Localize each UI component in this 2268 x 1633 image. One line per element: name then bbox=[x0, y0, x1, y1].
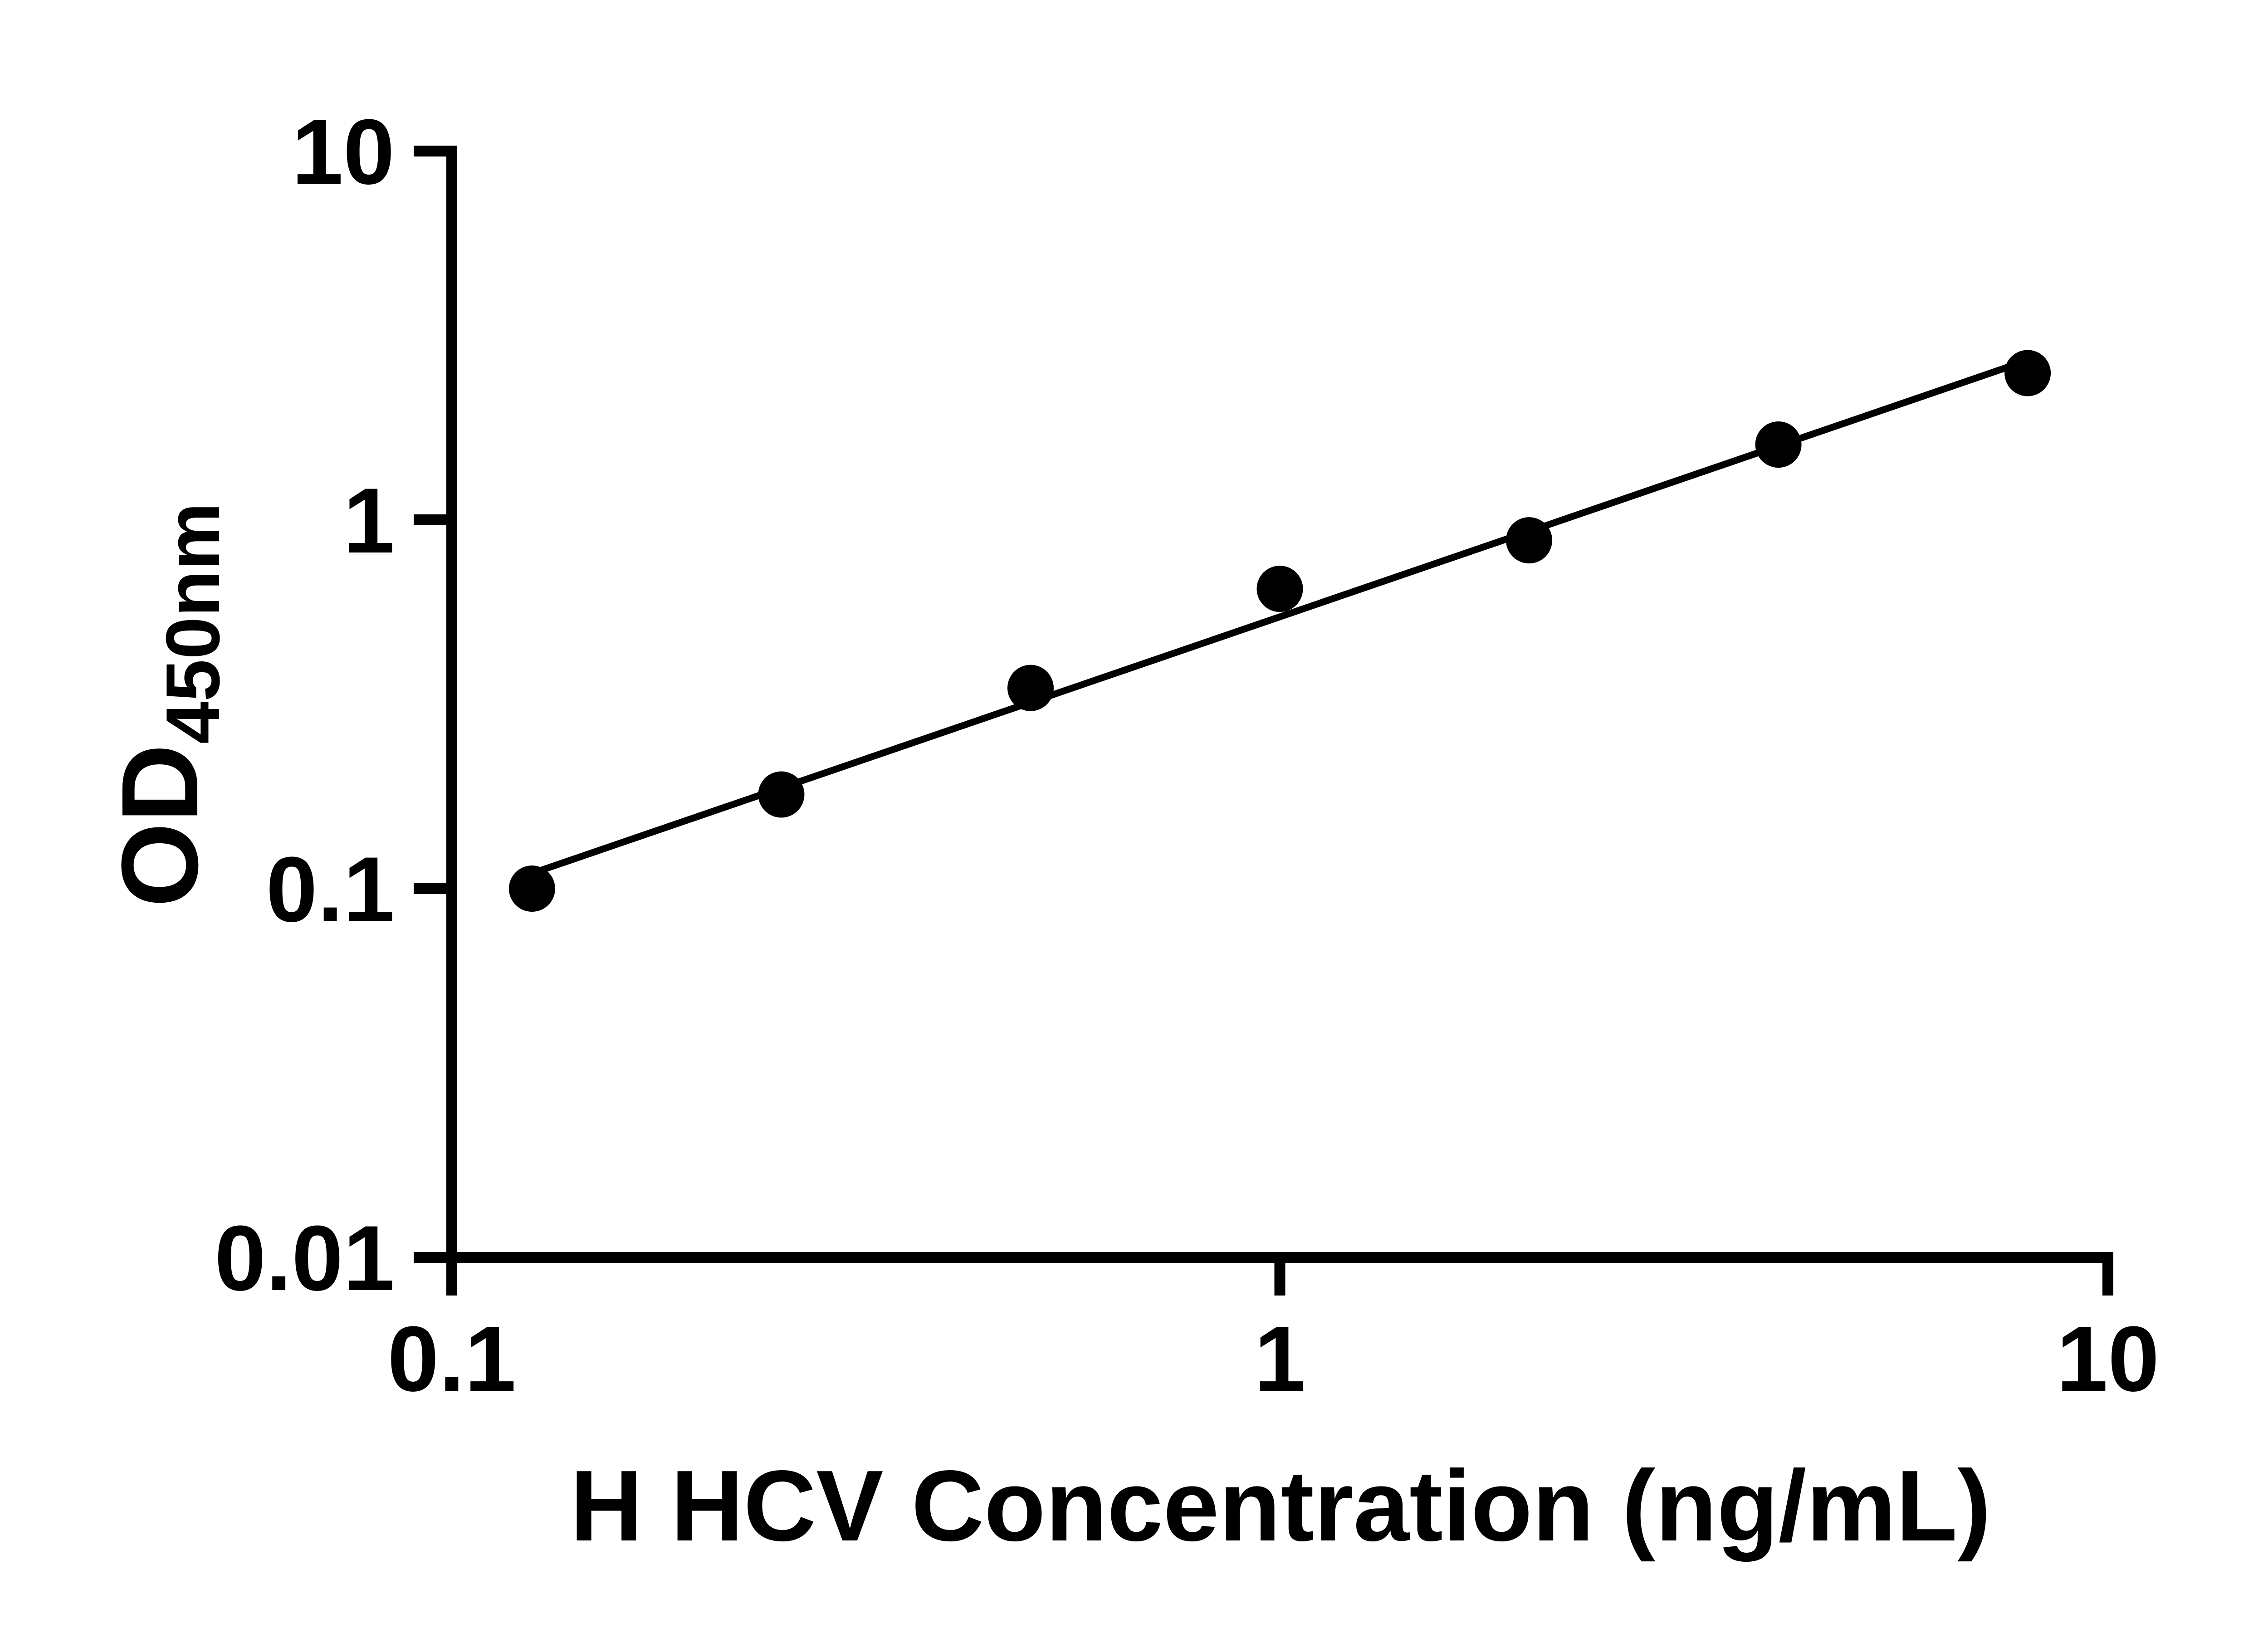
data-point bbox=[2004, 350, 2051, 396]
data-point bbox=[758, 771, 805, 818]
y-tick-label: 0.01 bbox=[215, 1207, 395, 1310]
data-point bbox=[1007, 665, 1054, 711]
y-axis-title-main: OD bbox=[99, 744, 220, 907]
x-axis-title: H HCV Concentration (ng/mL) bbox=[570, 1450, 1991, 1562]
y-axis-title: OD450nm bbox=[99, 503, 235, 907]
y-axis-title-subscript: 450nm bbox=[150, 503, 235, 744]
y-tick-label: 1 bbox=[343, 469, 395, 572]
x-tick-label: 0.1 bbox=[387, 1307, 516, 1411]
x-tick-label: 1 bbox=[1254, 1307, 1305, 1411]
data-point bbox=[1256, 566, 1303, 612]
data-point bbox=[508, 865, 555, 912]
x-tick-label: 10 bbox=[2057, 1307, 2160, 1411]
data-point bbox=[1755, 421, 1802, 468]
data-point bbox=[1506, 517, 1553, 564]
y-axis-title-group: OD450nm bbox=[99, 503, 235, 907]
y-tick-label: 10 bbox=[292, 100, 395, 204]
plot-series bbox=[508, 350, 2051, 912]
y-tick-label: 0.1 bbox=[266, 838, 395, 941]
